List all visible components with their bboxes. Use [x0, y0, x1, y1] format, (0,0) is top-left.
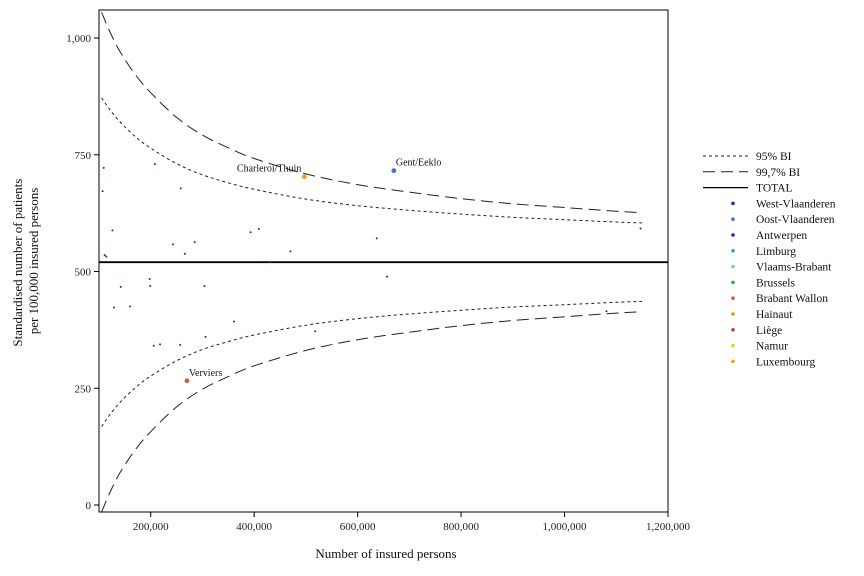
y-tick-label: 750	[75, 150, 92, 162]
highlighted-point	[391, 168, 397, 174]
data-point	[203, 284, 206, 287]
point-annotation: Gent/Eeklo	[396, 158, 442, 169]
legend-marker	[731, 343, 735, 348]
y-axis-label-line1: Standardised number of patients	[10, 179, 25, 347]
legend-label: 99,7% BI	[756, 167, 800, 179]
legend-marker	[731, 264, 735, 269]
y-tick-label: 500	[75, 267, 92, 279]
data-point	[102, 166, 105, 169]
x-tick-label: 1,200,000	[646, 521, 691, 533]
ci95-lower-curve	[101, 300, 643, 427]
y-axis-label-line2: per 100,000 insured persons	[26, 188, 41, 335]
data-point	[105, 255, 108, 258]
y-axis-label: Standardised number of patients per 100,…	[10, 175, 41, 346]
legend-label: Brussels	[756, 277, 796, 289]
x-tick-label: 1,000,000	[543, 521, 588, 533]
ci95-upper-curve	[101, 97, 643, 224]
data-point	[129, 305, 132, 308]
data-point	[179, 187, 182, 190]
legend-label: West-Vlaanderen	[756, 198, 836, 210]
legend-marker	[731, 217, 735, 221]
data-point	[149, 284, 152, 287]
legend-label: Oost-Vlaanderen	[756, 214, 835, 226]
x-tick-label: 800,000	[443, 521, 479, 533]
data-point	[386, 275, 389, 278]
data-point	[153, 163, 156, 166]
legend-label: Hainaut	[756, 309, 793, 321]
data-point	[171, 243, 174, 246]
legend-label: Antwerpen	[756, 230, 807, 242]
ci997-upper-curve	[101, 12, 643, 214]
legend-label: Brabant Wallon	[756, 293, 828, 305]
data-point	[113, 306, 116, 309]
data-point	[179, 343, 182, 346]
data-point	[257, 228, 260, 231]
legend-marker	[731, 249, 735, 253]
data-point	[148, 277, 151, 280]
legend-marker	[731, 312, 735, 316]
legend-marker	[731, 201, 735, 206]
highlighted-point	[184, 378, 190, 384]
y-tick-label: 250	[75, 383, 92, 395]
data-point	[289, 250, 292, 253]
x-tick-label: 400,000	[236, 521, 272, 533]
ci997-lower-curve	[101, 311, 643, 513]
data-point	[101, 190, 104, 193]
data-point	[152, 344, 155, 347]
legend-label: TOTAL	[756, 183, 793, 195]
legend-label: Limburg	[756, 246, 796, 258]
legend-label: 95% BI	[756, 151, 792, 163]
legend-label: Liège	[756, 325, 782, 337]
legend-marker	[731, 359, 735, 364]
data-point	[233, 320, 236, 323]
plot-frame	[98, 9, 669, 513]
point-annotation: Verviers	[189, 368, 222, 379]
legend-marker	[731, 280, 735, 285]
highlighted-point	[301, 174, 307, 180]
legend: 95% BI 99,7% BI TOTAL West-Vlaanderen Oost-V…	[703, 151, 836, 368]
data-point	[605, 310, 608, 313]
data-point	[314, 330, 317, 333]
point-annotation: Charleroi/Thuin	[237, 164, 301, 175]
data-point	[119, 285, 122, 288]
data-point	[639, 227, 642, 230]
data-point	[183, 252, 186, 255]
x-tick-label: 200,000	[133, 521, 169, 533]
data-point	[249, 231, 252, 234]
x-tick-label: 600,000	[340, 521, 376, 533]
data-point	[375, 237, 378, 240]
data-point	[103, 254, 106, 257]
y-tick-label: 0	[86, 500, 92, 512]
legend-marker	[731, 328, 735, 332]
data-point	[204, 335, 207, 338]
y-tick-label: 1,000	[66, 33, 91, 45]
legend-marker	[731, 233, 735, 237]
legend-label: Luxembourg	[756, 356, 815, 368]
legend-label: Namur	[756, 341, 788, 353]
data-point	[269, 261, 272, 264]
legend-marker	[731, 296, 735, 301]
data-point	[159, 343, 162, 346]
data-point	[193, 241, 196, 244]
data-point	[111, 229, 114, 232]
x-axis-label: Number of insured persons	[315, 546, 456, 561]
legend-label: Vlaams-Brabant	[756, 262, 832, 274]
